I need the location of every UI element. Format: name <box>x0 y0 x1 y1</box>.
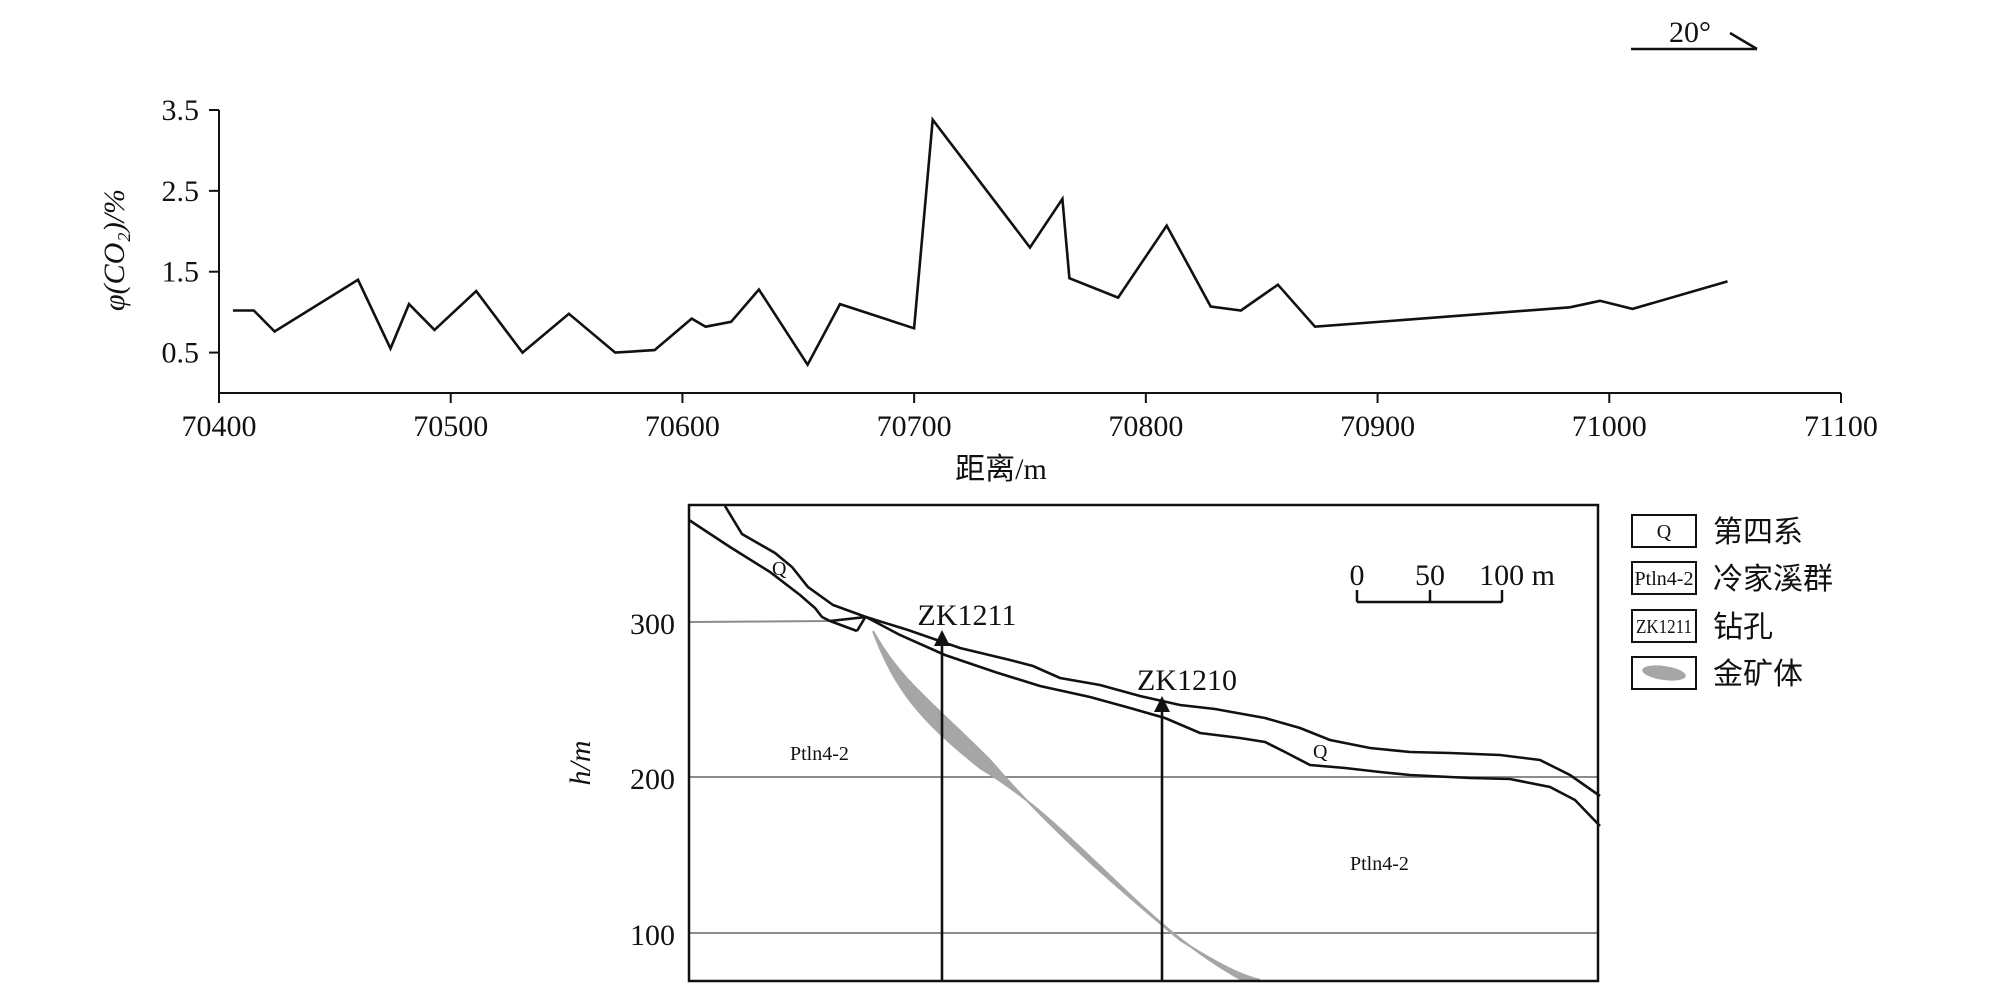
x-tick-label: 70600 <box>645 410 720 443</box>
borehole-zk1211: ZK1211 <box>918 599 1017 980</box>
scale-label: 0 <box>1350 559 1365 592</box>
section-frame <box>687 503 1600 983</box>
x-tick-label: 70400 <box>182 410 257 443</box>
legend-symbol: ZK1211 <box>1636 616 1692 638</box>
scale-label: 100 m <box>1479 559 1555 592</box>
elevation-tick-label: 200 <box>630 763 675 796</box>
y-tick-label: 0.5 <box>162 337 200 370</box>
x-tick-label: 70800 <box>1108 410 1183 443</box>
legend-label: 钻孔 <box>1713 611 1773 644</box>
legend-item-quaternary: Q 第四系 <box>1631 514 1803 549</box>
x-tick-label: 70700 <box>877 410 952 443</box>
legend-symbol: Ptln4-2 <box>1635 568 1694 590</box>
x-tick-label: 70500 <box>413 410 488 443</box>
legend-item-borehole: ZK1211 钻孔 <box>1631 609 1773 644</box>
legend: Q 第四系 Ptln4-2 冷家溪群 ZK1211 钻孔 金矿体 <box>1631 514 1833 691</box>
borehole-marker-icon <box>934 630 950 646</box>
co2-series-line <box>232 116 1728 368</box>
borehole-marker-icon <box>1154 696 1170 712</box>
elevation-axis-label: h/m <box>564 741 597 786</box>
legend-label: 冷家溪群 <box>1713 563 1833 596</box>
x-tick-label: 71100 <box>1804 410 1878 443</box>
x-tick-marks <box>218 393 1842 403</box>
borehole-label: ZK1210 <box>1137 664 1237 697</box>
borehole-zk1210: ZK1210 <box>1137 664 1237 980</box>
elevation-line-300 <box>688 620 831 623</box>
legend-symbol: Q <box>1657 521 1672 543</box>
surface-kink <box>829 619 858 633</box>
quaternary-base-lower <box>829 615 1601 827</box>
cross-section: ZK1211 ZK1210 Q Q Ptln4-2 Ptln4-2 0 50 1… <box>564 503 1601 983</box>
unit-label-ptln: Ptln4-2 <box>790 743 849 765</box>
scale-label: 50 <box>1415 559 1445 592</box>
orientation-label: 20° <box>1669 16 1711 49</box>
legend-item-gold-ore: 金矿体 <box>1631 656 1803 691</box>
legend-label: 金矿体 <box>1713 658 1803 691</box>
quaternary-base-connector <box>855 615 868 632</box>
legend-item-lengjiaxi: Ptln4-2 冷家溪群 <box>1631 561 1833 596</box>
y-tick-label: 2.5 <box>162 175 200 208</box>
x-tick-label: 70900 <box>1340 410 1415 443</box>
elevation-tick-label: 300 <box>630 608 675 641</box>
unit-label-q: Q <box>1313 741 1328 763</box>
borehole-label: ZK1211 <box>918 599 1017 632</box>
elevation-tick-label: 100 <box>630 919 675 952</box>
quaternary-base-upper <box>688 518 831 623</box>
legend-label: 第四系 <box>1713 516 1803 549</box>
co2-line-chart: 0.51.52.53.5 70400 70500 70600 70700 70800 70… <box>98 94 1878 486</box>
orientation-mark: 20° <box>1631 16 1758 51</box>
unit-label-q: Q <box>772 558 787 580</box>
topographic-surface <box>723 505 1601 798</box>
ore-swatch-icon <box>1642 665 1686 681</box>
y-axis-label: φ(CO₂)/% <box>98 189 131 311</box>
x-axis-label: 距离/m <box>955 453 1047 486</box>
y-tick-labels: 0.5 1.5 2.5 3.5 <box>162 94 200 370</box>
scale-bar: 0 50 100 m <box>1350 559 1555 604</box>
unit-label-ptln: Ptln4-2 <box>1350 853 1409 875</box>
x-tick-labels: 70400 70500 70600 70700 70800 70900 71000 71100 <box>182 410 1878 443</box>
y-tick-label: 3.5 <box>162 94 200 127</box>
y-tick-marks <box>209 109 219 354</box>
x-tick-label: 71000 <box>1572 410 1647 443</box>
y-tick-label: 1.5 <box>162 256 200 289</box>
